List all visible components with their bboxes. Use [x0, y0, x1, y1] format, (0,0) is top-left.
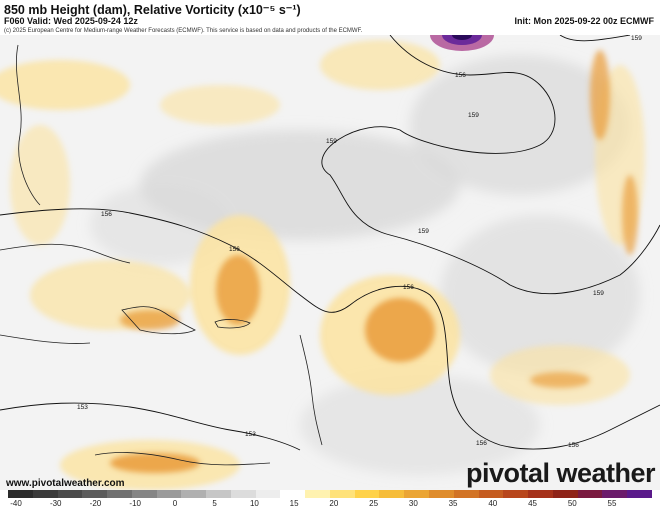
- contour-label: 156: [229, 246, 240, 253]
- colorbar-tick-label: 55: [607, 499, 617, 508]
- hurricane-core: [430, 35, 494, 51]
- contour-label: 159: [593, 290, 604, 297]
- colorbar-swatch: [57, 490, 83, 498]
- colorbar-swatch: [429, 490, 454, 498]
- colorbar-swatch: [503, 490, 529, 498]
- colorbar-tick-label: 40: [488, 499, 498, 508]
- colorbar-swatch: [156, 490, 182, 498]
- colorbar-swatch: [280, 490, 306, 498]
- colorbar: -40 -30 -20 -10 0 5 10 15 20 25 30 35 40 45 50 55: [0, 490, 660, 510]
- colorbar-labels: -40 -30 -20 -10 0 5 10 15 20 25 30 35 40 45 50 55: [0, 499, 660, 509]
- colorbar-swatch: [107, 490, 132, 498]
- colorbar-tick-label: 35: [448, 499, 458, 508]
- yellow-vorticity-field: [0, 40, 645, 490]
- height-contours: [0, 35, 660, 451]
- colorbar-swatch: [230, 490, 256, 498]
- colorbar-swatch: [552, 490, 578, 498]
- coastlines: [0, 44, 323, 466]
- colorbar-swatch: [577, 490, 603, 498]
- contour-label: 156: [403, 284, 414, 291]
- colorbar-tick-label: 25: [369, 499, 379, 508]
- colorbar-swatch: [32, 490, 58, 498]
- colorbar-swatch: [528, 490, 553, 498]
- colorbar-swatch: [82, 490, 108, 498]
- colorbar-swatch: [627, 490, 652, 498]
- colorbar-swatch: [404, 490, 430, 498]
- colorbar-swatch: [329, 490, 355, 498]
- colorbar-tick-label: 30: [408, 499, 418, 508]
- colorbar-swatch: [131, 490, 157, 498]
- colorbar-tick-label: 5: [212, 499, 217, 508]
- contour-labels: 159 156 159 159 156 156 159 156 159 153 …: [77, 35, 642, 449]
- orange-vorticity-field: [110, 50, 638, 473]
- contour-label: 153: [245, 431, 256, 438]
- colorbar-swatch: [8, 490, 33, 498]
- forecast-map: 159 156 159 159 156 156 159 156 159 153 …: [0, 35, 660, 490]
- gray-vorticity-field: [90, 55, 640, 475]
- colorbar-swatch: [305, 490, 330, 498]
- colorbar-swatch: [379, 490, 405, 498]
- colorbar-swatch: [181, 490, 207, 498]
- map-title: 850 mb Height (dam), Relative Vorticity …: [4, 3, 301, 17]
- valid-time: F060 Valid: Wed 2025-09-24 12z: [4, 16, 138, 26]
- ecmwf-credit: (c) 2025 European Centre for Medium-rang…: [4, 28, 363, 34]
- colorbar-swatch: [478, 490, 504, 498]
- contour-label: 159: [418, 228, 429, 235]
- init-time: Init: Mon 2025-09-22 00z ECMWF: [514, 16, 654, 26]
- contour-label: 153: [77, 404, 88, 411]
- colorbar-tick-label: 20: [329, 499, 339, 508]
- colorbar-tick-label: -20: [89, 499, 102, 508]
- colorbar-swatch: [206, 490, 231, 498]
- colorbar-swatch: [602, 490, 628, 498]
- contour-label: 159: [468, 112, 479, 119]
- colorbar-strip: [8, 490, 652, 498]
- colorbar-tick-label: -40: [10, 499, 22, 508]
- colorbar-tick-label: 0: [172, 499, 178, 508]
- contour-label: 156: [476, 440, 487, 447]
- colorbar-swatch: [453, 490, 479, 498]
- colorbar-tick-label: 15: [289, 499, 299, 508]
- pivotal-weather-watermark: pivotal weather: [466, 458, 656, 488]
- site-url[interactable]: www.pivotalweather.com: [6, 478, 125, 489]
- contour-label: 156: [455, 72, 466, 79]
- colorbar-tick-label: 10: [249, 499, 259, 508]
- contour-label: 159: [631, 35, 642, 42]
- colorbar-tick-label: 45: [528, 499, 537, 508]
- contour-label: 156: [101, 211, 112, 218]
- colorbar-tick-label: -30: [49, 499, 62, 508]
- colorbar-tick-label: -10: [129, 499, 141, 508]
- colorbar-swatch: [255, 490, 281, 498]
- contour-label: 159: [326, 138, 337, 145]
- contour-label: 156: [568, 442, 579, 449]
- colorbar-swatch: [354, 490, 380, 498]
- colorbar-tick-label: 50: [567, 499, 577, 508]
- header: 850 mb Height (dam), Relative Vorticity …: [0, 0, 660, 38]
